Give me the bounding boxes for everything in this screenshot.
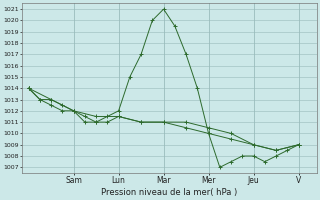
X-axis label: Pression niveau de la mer( hPa ): Pression niveau de la mer( hPa ) [101,188,237,197]
